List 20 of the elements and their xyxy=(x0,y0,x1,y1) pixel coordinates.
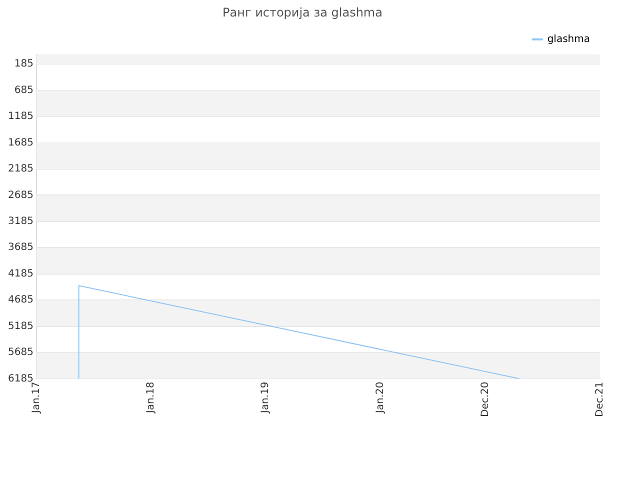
y-tick-label: 3185 xyxy=(8,216,34,228)
y-tick-label: 685 xyxy=(14,84,34,96)
y-tick-label: 2185 xyxy=(8,164,34,175)
y-tick-label: 2685 xyxy=(8,190,34,201)
y-tick-label: 5685 xyxy=(8,347,34,358)
y-tick-label: 4685 xyxy=(8,294,34,306)
y-tick-label: 1685 xyxy=(8,137,34,148)
chart-title: Ранг историја за glashma xyxy=(222,5,382,20)
x-tick-label: Dec.20 xyxy=(480,382,491,418)
y-tick-label: 5185 xyxy=(8,320,34,332)
x-tick-label: Jan.19 xyxy=(260,382,272,414)
y-tick-label: 185 xyxy=(14,58,34,70)
x-tick-label: Dec.21 xyxy=(594,382,606,418)
x-tick-label: Jan.17 xyxy=(31,382,42,414)
x-tick-label: Jan.18 xyxy=(146,382,157,414)
y-tick-label: 4185 xyxy=(8,268,34,280)
y-tick-label: 1185 xyxy=(8,111,34,122)
x-tick-label: Jan.20 xyxy=(374,382,386,414)
legend-label: glashma xyxy=(547,34,590,45)
y-tick-label: 3685 xyxy=(8,242,34,254)
